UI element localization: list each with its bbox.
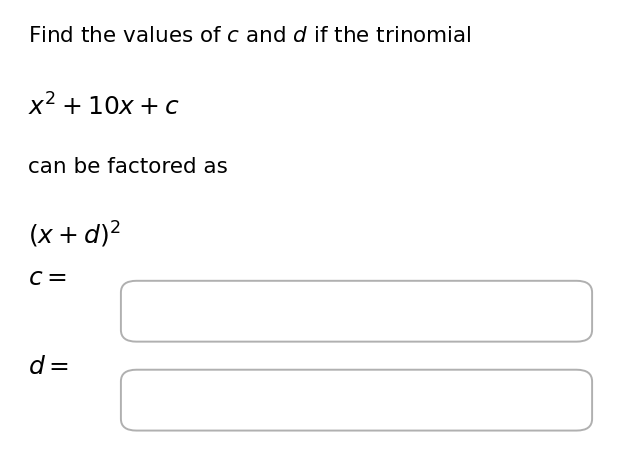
Text: Find the values of $c$ and $d$ if the trinomial: Find the values of $c$ and $d$ if the tr…	[28, 26, 472, 46]
Text: $x^2 + 10x + c$: $x^2 + 10x + c$	[28, 94, 180, 121]
FancyBboxPatch shape	[121, 370, 592, 431]
Text: can be factored as: can be factored as	[28, 157, 228, 177]
Text: $(x + d)^2$: $(x + d)^2$	[28, 220, 120, 250]
Text: $c =$: $c =$	[28, 266, 67, 291]
Text: $d =$: $d =$	[28, 355, 69, 380]
FancyBboxPatch shape	[121, 281, 592, 342]
